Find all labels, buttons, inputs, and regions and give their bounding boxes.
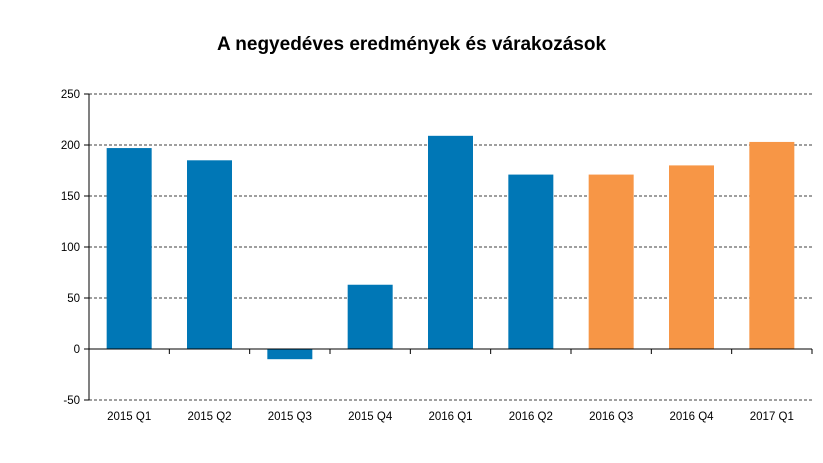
y-tick-label-4: 150 [61,191,80,203]
x-tick-label-6: 2016 Q3 [589,411,633,423]
bar-8 [749,141,795,349]
bar-3 [347,284,393,349]
tick-labels: -50 0 50 100 150 200 250 2015 Q1 2015 Q2 2015 Q3 2… [61,89,794,423]
x-tick-label-1: 2015 Q2 [187,411,231,423]
x-tick-label-5: 2016 Q2 [509,411,553,423]
bar-7 [669,165,714,349]
x-tick-label-0: 2015 Q1 [107,411,151,423]
bar-1 [187,160,232,349]
x-tick-label-2: 2015 Q3 [268,411,312,423]
y-tick-label-3: 100 [61,242,80,254]
bar-6 [588,174,634,349]
y-tick-label-2: 50 [67,293,80,305]
x-tick-label-8: 2017 Q1 [750,411,794,423]
y-tick-label-1: 0 [74,344,80,356]
y-tick-label-0: -50 [63,395,80,407]
bar-0 [106,148,152,349]
bar-4 [428,135,473,349]
y-tick-label-5: 200 [61,140,80,152]
axes [84,93,813,401]
bar-5 [508,174,554,349]
x-tick-label-3: 2015 Q4 [348,411,393,423]
bar-2 [267,349,313,360]
x-tick-label-4: 2016 Q1 [428,411,472,423]
bars [106,135,795,360]
y-tick-label-6: 250 [61,89,80,101]
x-tick-label-7: 2016 Q4 [669,411,714,423]
chart-title: A negyedéves eredmények és várakozások [216,34,607,55]
